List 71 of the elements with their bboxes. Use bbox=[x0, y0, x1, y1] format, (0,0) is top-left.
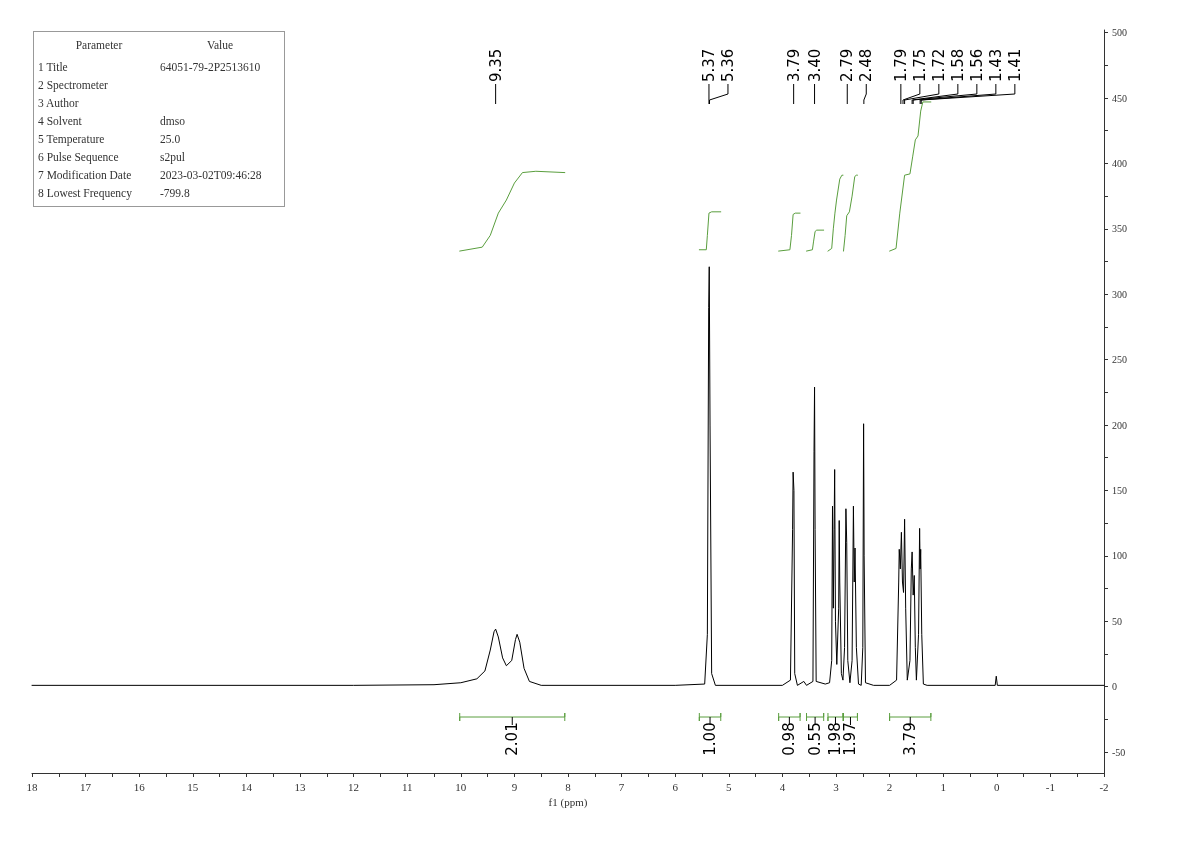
text: 7 Modification Date 2023-03-02T09:46:28 bbox=[38, 169, 262, 181]
y-tick-label: 150 bbox=[1112, 484, 1127, 496]
x-tick-label: 8 bbox=[565, 780, 572, 793]
text: 4 Solvent dmso bbox=[38, 115, 185, 127]
y-tick-label: 100 bbox=[1112, 550, 1127, 562]
y-tick-label: 50 bbox=[1112, 615, 1122, 627]
y-tick-label: 350 bbox=[1112, 223, 1127, 235]
annotation: 1.58 bbox=[948, 48, 967, 82]
annotation: 1.56 bbox=[967, 48, 986, 82]
annotation: 1.79 bbox=[891, 48, 910, 82]
text: 1 Title 64051-79-2P2513610 bbox=[38, 61, 261, 73]
text: 6 Pulse Sequence s2pul bbox=[38, 151, 185, 163]
x-tick-label: 11 bbox=[401, 780, 413, 793]
x-tick-label: 13 bbox=[294, 780, 306, 793]
annotation: 0.55 bbox=[806, 722, 825, 756]
x-tick-label: 10 bbox=[455, 780, 467, 793]
x-tick-label: 18 bbox=[26, 780, 38, 793]
line-series bbox=[31, 266, 1105, 686]
line-series bbox=[778, 212, 801, 252]
line-series bbox=[843, 174, 858, 252]
annotation: 3 Author bbox=[38, 96, 80, 111]
annotation: 3.40 bbox=[805, 48, 824, 82]
y-tick-label: -50 bbox=[1112, 746, 1126, 758]
x-tick-label: 0 bbox=[994, 780, 1001, 793]
x-tick-label: 5 bbox=[726, 780, 733, 793]
x-tick-label: 6 bbox=[672, 780, 679, 793]
annotation: 1.00 bbox=[701, 722, 720, 756]
x-tick-label: 17 bbox=[80, 780, 92, 793]
x-tick-label: 14 bbox=[240, 780, 253, 793]
annotation: 1.72 bbox=[929, 48, 948, 82]
annotation: 2.79 bbox=[838, 48, 857, 82]
y-tick-label: 200 bbox=[1112, 419, 1127, 431]
y-tick-label: 400 bbox=[1112, 157, 1127, 169]
annotation: 0.98 bbox=[780, 722, 799, 756]
annotation: 5.36 bbox=[718, 48, 737, 82]
annotation: 5.37 bbox=[699, 48, 718, 82]
x-tick-label: 7 bbox=[618, 780, 625, 793]
x-tick-label: 4 bbox=[779, 780, 786, 793]
x-tick-label: 1 bbox=[940, 780, 946, 793]
annotation: 1.97 bbox=[841, 722, 860, 756]
annotation: 3.79 bbox=[901, 722, 920, 756]
annotation: 9.35 bbox=[486, 48, 505, 82]
annotation: 2.01 bbox=[503, 722, 522, 756]
annotation: 2.48 bbox=[857, 48, 876, 82]
line-series bbox=[698, 211, 722, 251]
x-tick-label: -1 bbox=[1045, 780, 1055, 793]
y-tick-label: 300 bbox=[1112, 288, 1127, 300]
y-tick-label: 250 bbox=[1112, 354, 1127, 366]
x-tick-label: 2 bbox=[886, 780, 893, 793]
x-tick-label: 15 bbox=[187, 780, 199, 793]
annotation: 2 Spectrometer bbox=[38, 78, 109, 94]
text: 8 Lowest Frequency -799.8 bbox=[38, 187, 190, 199]
annotation: 3.79 bbox=[784, 48, 803, 82]
y-tick-label: 500 bbox=[1112, 27, 1127, 39]
text: Parameter Value bbox=[75, 39, 234, 51]
line-series bbox=[889, 101, 932, 252]
line-series bbox=[827, 174, 844, 252]
x-tick-label: -2 bbox=[1099, 780, 1109, 793]
x-axis-title: f1 (ppm) bbox=[548, 796, 588, 810]
annotation: 1.41 bbox=[1005, 48, 1024, 82]
x-tick-label: 16 bbox=[133, 780, 146, 793]
y-tick-label: 0 bbox=[1112, 681, 1117, 693]
annotation: 1.43 bbox=[986, 48, 1005, 82]
x-tick-label: 3 bbox=[833, 780, 840, 793]
text: 5 Temperature 25.0 bbox=[38, 133, 181, 145]
x-tick-label: 9 bbox=[511, 780, 518, 793]
line-series bbox=[459, 170, 566, 252]
x-tick-label: 12 bbox=[348, 780, 360, 793]
line-series bbox=[806, 229, 825, 252]
annotation: 1.75 bbox=[910, 48, 929, 82]
y-tick-label: 450 bbox=[1112, 92, 1127, 104]
